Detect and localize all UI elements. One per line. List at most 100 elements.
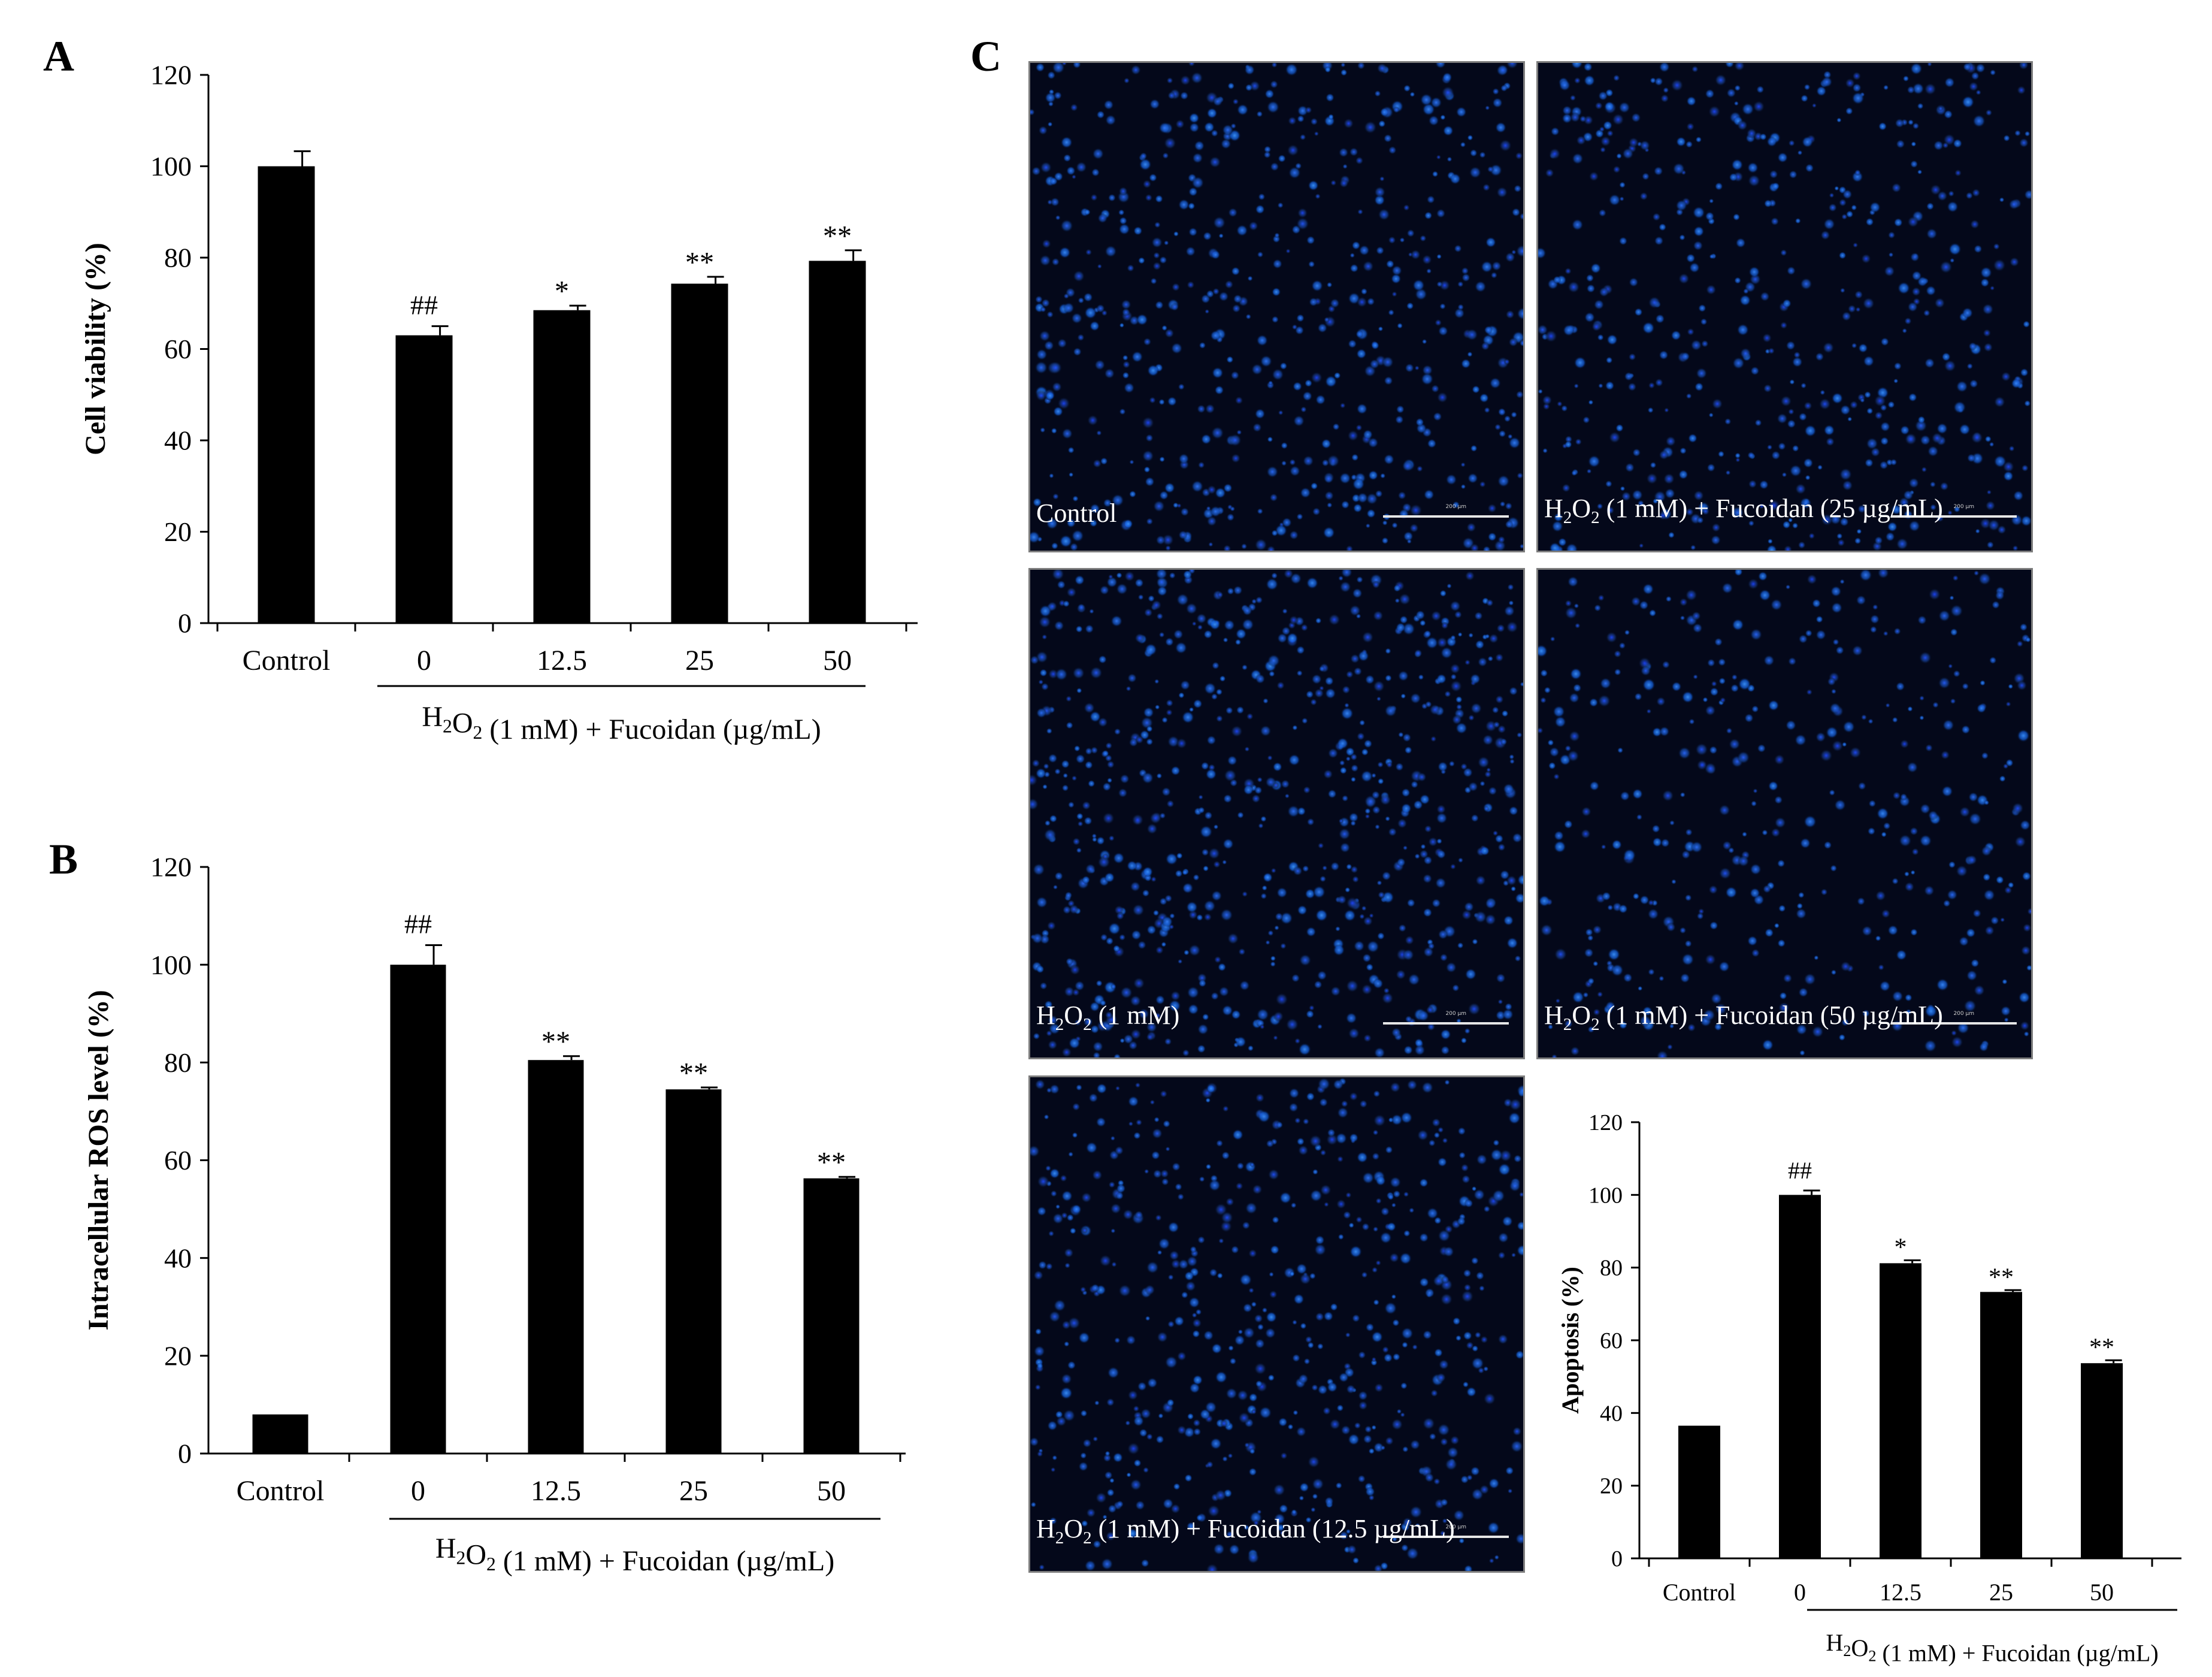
scale-bar-text: 200 µm bbox=[1953, 1011, 1974, 1017]
y-tick-label: 0 bbox=[1611, 1546, 1623, 1572]
category-label: 0 bbox=[1794, 1579, 1806, 1606]
bar bbox=[665, 1089, 722, 1454]
category-label: Control bbox=[1663, 1579, 1736, 1606]
cell-nuclei-image bbox=[1030, 63, 1523, 551]
micrograph-h2o2: 200 µm H2O2 (1 mM) bbox=[1028, 568, 1525, 1059]
panel-label-a: A bbox=[43, 32, 74, 80]
bar bbox=[803, 1178, 860, 1454]
micrograph-fucoidan-50: 200 µm H2O2 (1 mM) + Fucoidan (50 µg/mL) bbox=[1536, 568, 2033, 1059]
y-tick-label: 20 bbox=[164, 516, 192, 547]
category-label: 0 bbox=[411, 1475, 425, 1507]
category-label: Control bbox=[243, 645, 331, 676]
y-tick-label: 100 bbox=[150, 950, 192, 980]
significance-label: * bbox=[1895, 1234, 1907, 1262]
category-label: 12.5 bbox=[1880, 1579, 1921, 1606]
bar bbox=[252, 1414, 308, 1454]
category-label: 50 bbox=[823, 645, 852, 676]
significance-label: ** bbox=[2089, 1334, 2114, 1361]
cell-nuclei-image bbox=[1030, 570, 1523, 1057]
y-tick-label: 80 bbox=[164, 1047, 192, 1078]
micrograph-label: H2O2 (1 mM) + Fucoidan (12.5 µg/mL) bbox=[1036, 1514, 1455, 1548]
category-label: 0 bbox=[417, 645, 431, 676]
y-tick-label: 40 bbox=[1600, 1401, 1623, 1426]
cell-nuclei-image bbox=[1538, 63, 2031, 551]
micrograph-label: Control bbox=[1036, 498, 1117, 528]
bar bbox=[1678, 1425, 1720, 1558]
significance-label: * bbox=[555, 276, 569, 307]
y-tick-label: 60 bbox=[164, 334, 192, 364]
scale-bar bbox=[1383, 515, 1509, 518]
apoptosis-chart: 0 20 40 60 80 100 120 Control ## 0 * 12.5 ** 25 ** 50 Ap… bbox=[1557, 1110, 2181, 1667]
group-label: H2O2 (1 mM) + Fucoidan (µg/mL) bbox=[435, 1533, 834, 1577]
y-tick-label: 80 bbox=[1600, 1256, 1623, 1281]
y-axis-label: Intracellular ROS level (%) bbox=[83, 990, 114, 1330]
micrograph-label: H2O2 (1 mM) + Fucoidan (25 µg/mL) bbox=[1544, 494, 1943, 527]
bar bbox=[671, 283, 728, 623]
micrograph-label: H2O2 (1 mM) bbox=[1036, 1001, 1180, 1034]
y-tick-label: 0 bbox=[178, 1439, 192, 1469]
category-label: 50 bbox=[817, 1475, 846, 1507]
significance-label: ** bbox=[817, 1147, 846, 1179]
significance-label: ** bbox=[1989, 1264, 2014, 1291]
y-tick-label: 60 bbox=[1600, 1328, 1623, 1353]
y-tick-label: 0 bbox=[178, 608, 192, 639]
category-label: 12.5 bbox=[531, 1475, 581, 1507]
scale-bar bbox=[1383, 1022, 1509, 1025]
cell-nuclei-image bbox=[1538, 570, 2031, 1057]
scale-bar-text: 200 µm bbox=[1445, 504, 1466, 510]
y-tick-label: 60 bbox=[164, 1145, 192, 1176]
bar bbox=[390, 965, 446, 1454]
bar bbox=[395, 335, 453, 623]
scale-bar-text: 200 µm bbox=[1445, 1524, 1466, 1530]
scale-bar-text: 200 µm bbox=[1445, 1011, 1466, 1017]
bar bbox=[1779, 1195, 1821, 1558]
cell-nuclei-image bbox=[1030, 1077, 1523, 1571]
category-label: Control bbox=[237, 1475, 325, 1507]
y-tick-label: 120 bbox=[150, 60, 192, 90]
micrograph-control: 200 µm Control bbox=[1028, 61, 1525, 552]
panel-label-c: C bbox=[970, 32, 1001, 80]
bar bbox=[258, 166, 315, 623]
y-tick-label: 80 bbox=[164, 243, 192, 273]
category-label: 50 bbox=[2090, 1579, 2114, 1606]
scale-bar bbox=[1383, 1536, 1509, 1538]
category-label: 25 bbox=[1989, 1579, 2013, 1606]
significance-label: ## bbox=[410, 289, 438, 320]
y-tick-label: 20 bbox=[164, 1340, 192, 1371]
category-label: 25 bbox=[685, 645, 714, 676]
scale-bar bbox=[1891, 1022, 2017, 1025]
bar bbox=[1980, 1292, 2022, 1558]
bar bbox=[533, 310, 591, 623]
y-tick-label: 20 bbox=[1600, 1474, 1623, 1499]
significance-label: ** bbox=[685, 247, 714, 279]
ros-level-chart: 0 20 40 60 80 100 120 Control ## 0 ** 12.5 ** 25 ** 50 I… bbox=[83, 852, 906, 1577]
group-label: H2O2 (1 mM) + Fucoidan (µg/mL) bbox=[422, 701, 821, 745]
significance-label: ** bbox=[679, 1057, 708, 1089]
significance-label: ## bbox=[404, 909, 432, 939]
scale-bar bbox=[1891, 515, 2017, 518]
scale-bar-text: 200 µm bbox=[1953, 504, 1974, 510]
significance-label: ## bbox=[1788, 1157, 1812, 1184]
cell-viability-chart: 0 20 40 60 80 100 120 Control ## 0 * 12.5 ** 25 ** 50 Ce… bbox=[80, 60, 918, 745]
group-label: H2O2 (1 mM) + Fucoidan (µg/mL) bbox=[1826, 1629, 2158, 1667]
category-label: 12.5 bbox=[537, 645, 587, 676]
bar bbox=[809, 261, 866, 623]
y-tick-label: 40 bbox=[164, 425, 192, 456]
y-tick-label: 40 bbox=[164, 1243, 192, 1273]
y-tick-label: 100 bbox=[1588, 1183, 1623, 1208]
micrograph-fucoidan-12-5: 200 µm H2O2 (1 mM) + Fucoidan (12.5 µg/m… bbox=[1028, 1075, 1525, 1573]
panel-label-b: B bbox=[49, 835, 78, 883]
micrograph-fucoidan-25: 200 µm H2O2 (1 mM) + Fucoidan (25 µg/mL) bbox=[1536, 61, 2033, 552]
significance-label: ** bbox=[541, 1026, 570, 1058]
significance-label: ** bbox=[823, 220, 852, 252]
y-tick-label: 100 bbox=[150, 151, 192, 182]
bar bbox=[1880, 1263, 1921, 1558]
y-tick-label: 120 bbox=[150, 852, 192, 883]
bar bbox=[2081, 1363, 2123, 1558]
y-axis-label: Apoptosis (%) bbox=[1557, 1267, 1584, 1414]
category-label: 25 bbox=[679, 1475, 708, 1507]
micrograph-label: H2O2 (1 mM) + Fucoidan (50 µg/mL) bbox=[1544, 1001, 1943, 1034]
y-axis-label: Cell viability (%) bbox=[80, 243, 111, 455]
